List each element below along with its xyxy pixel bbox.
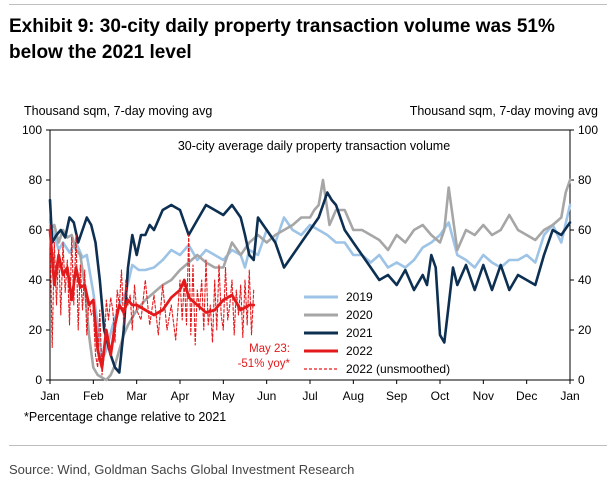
- plot-frame: [49, 129, 571, 381]
- left-y-tick-label: 60: [29, 223, 43, 237]
- annotation-date: May 23:: [249, 343, 290, 355]
- top-rule: [9, 4, 607, 5]
- left-y-tick-label: 40: [29, 273, 43, 287]
- x-tick-label: May: [212, 389, 235, 403]
- left-y-tick-label: 80: [29, 173, 43, 187]
- right-y-tick-label: 60: [578, 223, 592, 237]
- left-y-axis: 0 20 40 60 80 100: [22, 123, 50, 387]
- footnote: *Percentage change relative to 2021: [24, 410, 227, 424]
- x-tick-label: Mar: [126, 389, 147, 403]
- x-axis: Jan Feb Mar Apr May Jun Jul Aug Sep Oct Nov Dec Jan: [40, 380, 580, 403]
- left-y-tick-label: 100: [22, 123, 42, 137]
- left-y-tick-label: 20: [29, 323, 43, 337]
- right-y-axis: 0 20 40 60 80 100: [570, 123, 598, 387]
- right-y-tick-label: 0: [578, 373, 585, 387]
- right-y-tick-label: 40: [578, 273, 592, 287]
- chart-inner-title: 30-city average daily property transacti…: [178, 139, 450, 153]
- x-tick-label: Nov: [473, 389, 494, 403]
- legend: 2019 2020 2021 2022 2022 (unsmoothed): [304, 290, 450, 376]
- x-tick-label: Dec: [516, 389, 537, 403]
- x-tick-label: Jan: [40, 389, 59, 403]
- right-y-tick-label: 80: [578, 173, 592, 187]
- legend-label: 2022: [346, 344, 373, 358]
- legend-label: 2020: [346, 308, 373, 322]
- source-rule: [9, 445, 607, 446]
- series-line-2022-unsmoothed: [49, 224, 255, 376]
- source-note: Source: Wind, Goldman Sachs Global Inves…: [9, 462, 355, 477]
- right-y-tick-label: 20: [578, 323, 592, 337]
- x-tick-label: Jan: [560, 389, 579, 403]
- annotation-yoy: -51% yoy*: [238, 358, 291, 370]
- series-line-2020: [48, 178, 572, 382]
- x-tick-label: Oct: [431, 389, 450, 403]
- x-tick-label: Aug: [343, 389, 364, 403]
- x-tick-label: Sep: [386, 389, 408, 403]
- x-tick-label: Apr: [171, 389, 190, 403]
- x-tick-label: Jun: [257, 389, 276, 403]
- legend-label: 2019: [346, 290, 373, 304]
- right-y-tick-label: 100: [578, 123, 598, 137]
- right-axis-unit-label: Thousand sqm, 7-day moving avg: [409, 104, 598, 118]
- legend-label: 2021: [346, 326, 373, 340]
- exhibit-title: Exhibit 9: 30-city daily property transa…: [9, 16, 555, 63]
- series-layer: [48, 178, 572, 382]
- series-line-2021: [48, 191, 572, 374]
- left-y-tick-label: 0: [35, 373, 42, 387]
- legend-label: 2022 (unsmoothed): [346, 362, 450, 376]
- x-tick-label: Feb: [83, 389, 104, 403]
- left-axis-unit-label: Thousand sqm, 7-day moving avg: [24, 104, 213, 118]
- x-tick-label: Jul: [302, 389, 317, 403]
